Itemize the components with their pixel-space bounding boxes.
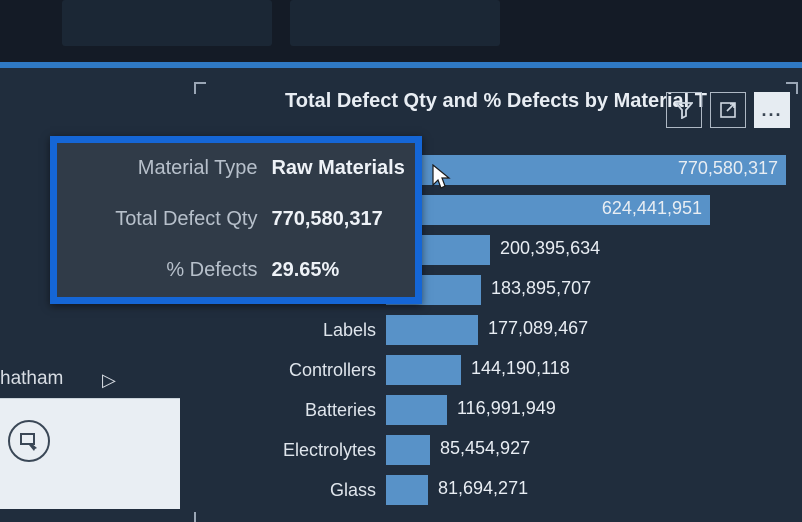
bar-value-label: 116,991,949 bbox=[457, 398, 556, 419]
tooltip-row: Total Defect Qty 770,580,317 bbox=[57, 194, 415, 245]
category-label: Electrolytes bbox=[196, 440, 386, 461]
bar-value-label: 81,694,271 bbox=[438, 478, 528, 499]
bar-row[interactable]: Controllers 144,190,118 bbox=[196, 350, 796, 390]
bar-track: 183,895,707 bbox=[386, 275, 786, 305]
bar-value-label: 177,089,467 bbox=[488, 318, 588, 339]
bar-value-label: 85,454,927 bbox=[440, 438, 530, 459]
bar-fill[interactable] bbox=[386, 315, 478, 345]
datapoint-tooltip: Material Type Raw Materials Total Defect… bbox=[50, 136, 422, 304]
tooltip-value: Raw Materials bbox=[271, 157, 404, 180]
category-label: Controllers bbox=[196, 360, 386, 381]
category-label: Glass bbox=[196, 480, 386, 501]
bar-track: 177,089,467 bbox=[386, 315, 786, 345]
tooltip-row: % Defects 29.65% bbox=[57, 245, 415, 296]
filter-icon[interactable] bbox=[666, 92, 702, 128]
dashboard-canvas: { "colors":{ "background":"#1e2a38", "pa… bbox=[0, 0, 802, 522]
visual-header-actions: ... bbox=[666, 92, 790, 128]
category-label: Labels bbox=[196, 320, 386, 341]
lasso-select-icon[interactable] bbox=[8, 420, 50, 462]
tooltip-label: % Defects bbox=[57, 259, 271, 282]
mouse-cursor bbox=[432, 164, 452, 195]
bar-fill[interactable] bbox=[386, 435, 430, 465]
bar-track: 81,694,271 bbox=[386, 475, 786, 505]
bar-row[interactable]: Batteries 116,991,949 bbox=[196, 390, 796, 430]
bar-track: 144,190,118 bbox=[386, 355, 786, 385]
category-label: Batteries bbox=[196, 400, 386, 421]
bar-row[interactable]: Electrolytes 85,454,927 bbox=[196, 430, 796, 470]
tooltip-label: Total Defect Qty bbox=[57, 208, 271, 231]
tooltip-row: Material Type Raw Materials bbox=[57, 143, 415, 194]
bar-fill[interactable] bbox=[386, 355, 461, 385]
tooltip-value: 770,580,317 bbox=[271, 208, 382, 231]
bar-value-label: 200,395,634 bbox=[500, 238, 600, 259]
bar-track: 624,441,951 bbox=[386, 195, 786, 225]
bar-track: 116,991,949 bbox=[386, 395, 786, 425]
report-tab-strip bbox=[0, 0, 802, 62]
bar-value-label: 624,441,951 bbox=[602, 198, 702, 219]
report-page: hatham ▷ Total Defect Qty and % Defects … bbox=[0, 68, 802, 522]
more-options-icon[interactable]: ... bbox=[754, 92, 790, 128]
bar-track: 200,395,634 bbox=[386, 235, 786, 265]
selection-handle[interactable] bbox=[194, 512, 206, 522]
bar-row[interactable]: Glass 81,694,271 bbox=[196, 470, 796, 510]
page-tab[interactable] bbox=[62, 0, 272, 46]
slicer-value-label[interactable]: hatham bbox=[0, 368, 80, 390]
bar-fill[interactable] bbox=[386, 475, 428, 505]
chart-title: Total Defect Qty and % Defects by Materi… bbox=[196, 90, 716, 113]
bar-value-label: 183,895,707 bbox=[491, 278, 591, 299]
tooltip-label: Material Type bbox=[57, 157, 271, 180]
focus-mode-icon[interactable] bbox=[710, 92, 746, 128]
play-axis-icon[interactable]: ▷ bbox=[102, 370, 116, 391]
page-tab[interactable] bbox=[290, 0, 500, 46]
bar-value-label: 770,580,317 bbox=[678, 158, 778, 179]
bar-value-label: 144,190,118 bbox=[471, 358, 570, 379]
bar-row[interactable]: Labels 177,089,467 bbox=[196, 310, 796, 350]
bar-track: 85,454,927 bbox=[386, 435, 786, 465]
tooltip-value: 29.65% bbox=[271, 259, 339, 282]
bar-fill[interactable] bbox=[386, 395, 447, 425]
